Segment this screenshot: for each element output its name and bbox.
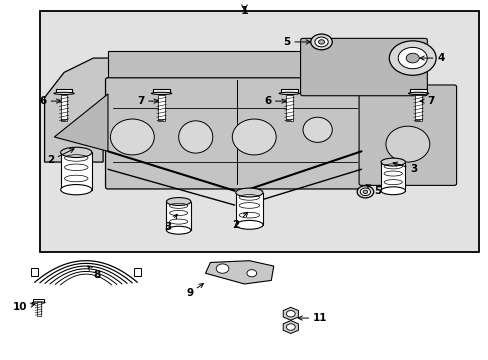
Bar bbox=[166, 202, 190, 230]
Ellipse shape bbox=[407, 92, 428, 95]
Polygon shape bbox=[361, 90, 453, 184]
Ellipse shape bbox=[279, 92, 299, 95]
Circle shape bbox=[356, 186, 373, 198]
Polygon shape bbox=[285, 120, 292, 121]
Bar bbox=[380, 162, 405, 191]
Circle shape bbox=[388, 41, 435, 75]
Ellipse shape bbox=[178, 121, 212, 153]
Circle shape bbox=[286, 324, 295, 330]
Ellipse shape bbox=[61, 147, 92, 158]
Bar bbox=[153, 89, 169, 93]
Bar bbox=[134, 268, 141, 276]
Ellipse shape bbox=[235, 188, 263, 197]
Circle shape bbox=[397, 48, 427, 69]
Bar bbox=[409, 89, 426, 93]
Circle shape bbox=[310, 34, 331, 50]
Text: 7: 7 bbox=[419, 96, 434, 106]
Text: 11: 11 bbox=[298, 313, 326, 323]
Text: 9: 9 bbox=[186, 284, 203, 298]
Text: 6: 6 bbox=[264, 96, 285, 106]
Polygon shape bbox=[205, 261, 273, 284]
FancyBboxPatch shape bbox=[358, 85, 456, 185]
Text: 3: 3 bbox=[164, 214, 177, 231]
Text: 3: 3 bbox=[392, 162, 417, 174]
Bar bbox=[61, 95, 67, 121]
Polygon shape bbox=[414, 120, 421, 121]
Text: 7: 7 bbox=[137, 96, 158, 106]
Text: 4: 4 bbox=[419, 53, 444, 63]
FancyBboxPatch shape bbox=[105, 78, 363, 189]
Ellipse shape bbox=[380, 187, 405, 195]
Text: 1: 1 bbox=[240, 6, 248, 16]
Ellipse shape bbox=[110, 119, 154, 155]
Text: 5: 5 bbox=[366, 185, 380, 196]
Circle shape bbox=[216, 264, 228, 273]
Circle shape bbox=[406, 53, 418, 63]
Polygon shape bbox=[54, 94, 108, 151]
Text: 10: 10 bbox=[13, 302, 35, 312]
Polygon shape bbox=[283, 320, 298, 333]
Text: 5: 5 bbox=[283, 37, 310, 47]
Text: 8: 8 bbox=[88, 266, 101, 280]
Ellipse shape bbox=[232, 119, 276, 155]
Bar bbox=[281, 89, 297, 93]
Bar bbox=[56, 89, 72, 93]
Ellipse shape bbox=[151, 92, 171, 95]
Bar bbox=[33, 299, 44, 302]
Ellipse shape bbox=[54, 92, 74, 95]
Ellipse shape bbox=[380, 158, 405, 166]
Bar bbox=[108, 51, 361, 94]
Ellipse shape bbox=[385, 126, 429, 162]
Text: 6: 6 bbox=[40, 96, 61, 106]
Circle shape bbox=[246, 270, 256, 277]
Circle shape bbox=[314, 37, 327, 47]
Text: 2: 2 bbox=[232, 212, 247, 230]
Ellipse shape bbox=[166, 198, 190, 206]
Ellipse shape bbox=[303, 117, 331, 142]
FancyBboxPatch shape bbox=[300, 39, 427, 96]
Circle shape bbox=[360, 188, 370, 195]
Ellipse shape bbox=[166, 226, 190, 234]
Polygon shape bbox=[61, 120, 67, 121]
Bar bbox=[158, 95, 164, 121]
Bar bbox=[31, 268, 38, 276]
Bar bbox=[414, 95, 421, 121]
Polygon shape bbox=[283, 307, 298, 320]
Bar bbox=[285, 95, 292, 121]
Circle shape bbox=[286, 311, 295, 317]
Circle shape bbox=[318, 40, 324, 44]
Bar bbox=[235, 193, 263, 225]
Polygon shape bbox=[158, 120, 164, 121]
Text: 2: 2 bbox=[47, 149, 74, 165]
Ellipse shape bbox=[32, 302, 45, 303]
Ellipse shape bbox=[61, 185, 92, 195]
Circle shape bbox=[363, 190, 367, 194]
Ellipse shape bbox=[235, 220, 263, 229]
Polygon shape bbox=[44, 58, 147, 162]
Bar bbox=[40, 12, 478, 252]
Bar bbox=[61, 152, 92, 190]
Bar bbox=[37, 302, 41, 316]
